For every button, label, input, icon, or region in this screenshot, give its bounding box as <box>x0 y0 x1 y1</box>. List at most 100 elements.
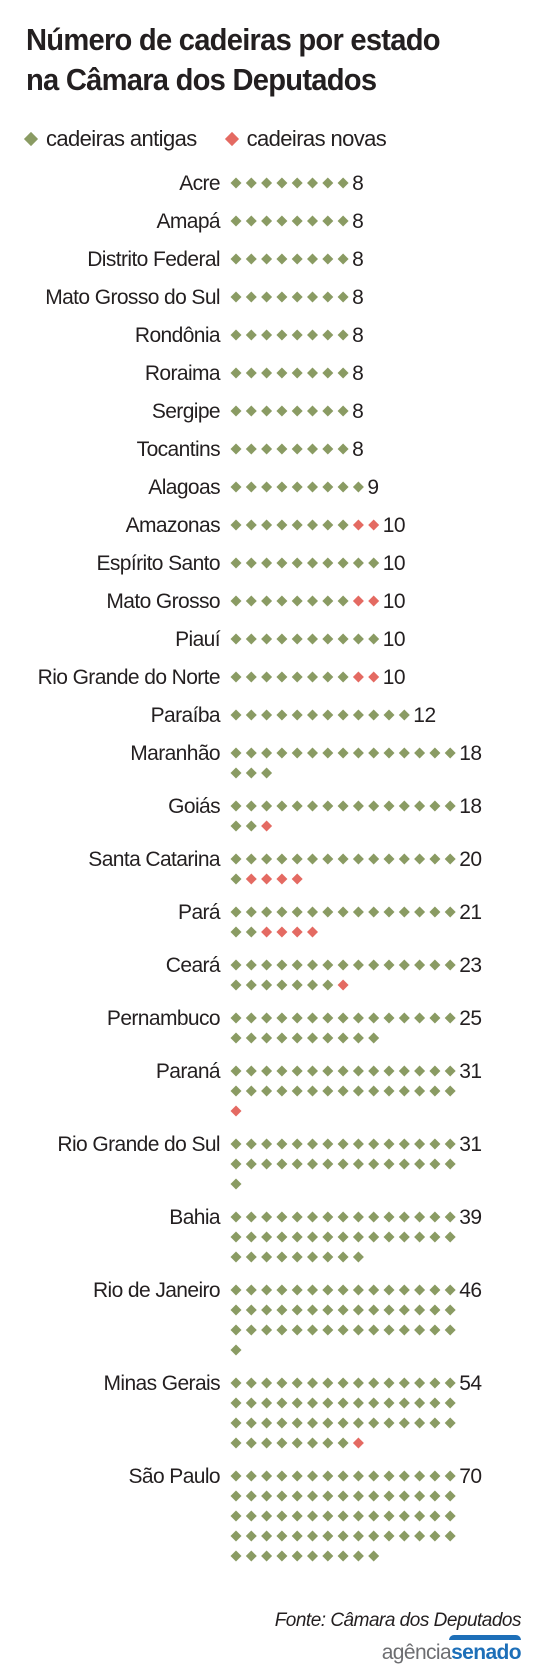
old-seat-dot <box>352 1470 364 1482</box>
old-seat-dot <box>322 1304 334 1316</box>
old-seat-dot <box>383 1417 395 1429</box>
old-seat-dot <box>444 800 456 812</box>
old-seat-dot <box>291 671 303 683</box>
old-seat-dot <box>383 709 395 721</box>
old-seat-dot <box>429 1470 441 1482</box>
old-seat-dot <box>429 1304 441 1316</box>
old-seat-dot <box>276 443 288 455</box>
old-seat-dot <box>352 1284 364 1296</box>
old-seat-dot <box>444 1231 456 1243</box>
old-seat-dot <box>414 1211 426 1223</box>
old-seat-dot <box>352 747 364 759</box>
old-seat-dot <box>291 1065 303 1077</box>
old-seat-dot <box>383 906 395 918</box>
old-seat-dot <box>261 177 273 189</box>
total-value: 31 <box>459 1133 481 1156</box>
old-seat-dot <box>307 1324 318 1336</box>
old-seat-dot <box>322 1032 334 1044</box>
chart-title: Número de cadeiras por estado na Câmara … <box>26 20 496 100</box>
total-value: 8 <box>352 362 363 385</box>
old-seat-dot <box>337 557 349 569</box>
old-seat-dot <box>276 1417 288 1429</box>
old-seat-dot <box>307 1085 318 1097</box>
new-seat-dot <box>337 979 349 991</box>
old-seat-dot <box>322 557 334 569</box>
old-seat-dot <box>414 1085 426 1097</box>
old-seat-dot <box>352 1490 364 1502</box>
old-seat-dot <box>307 215 318 227</box>
total-value: 8 <box>352 400 363 423</box>
old-seat-dot <box>337 1032 349 1044</box>
old-seat-dot <box>352 1377 364 1389</box>
old-seat-dot <box>307 291 318 303</box>
old-seat-dot <box>368 633 380 645</box>
total-value: 10 <box>383 590 405 613</box>
new-seat-dot <box>352 671 364 683</box>
old-seat-dot <box>307 367 318 379</box>
old-seat-dot <box>368 709 380 721</box>
old-seat-dot <box>444 1138 456 1150</box>
old-seat-dot <box>368 1510 380 1522</box>
old-seat-dot <box>230 253 242 265</box>
old-seat-dot <box>337 1470 349 1482</box>
old-seat-dot <box>368 1397 380 1409</box>
old-seat-dot <box>337 367 349 379</box>
old-seat-dot <box>276 959 288 971</box>
old-seat-dot <box>444 1417 456 1429</box>
old-seat-dot <box>307 800 318 812</box>
old-seat-dot <box>307 906 318 918</box>
old-seat-dot <box>414 1530 426 1542</box>
old-seat-dot <box>383 959 395 971</box>
old-seat-dot <box>230 1251 242 1263</box>
old-seat-dot <box>337 1251 349 1263</box>
old-seat-dot <box>368 1231 380 1243</box>
old-seat-dot <box>429 1377 441 1389</box>
old-seat-dot <box>276 291 288 303</box>
old-seat-dot <box>276 177 288 189</box>
old-seat-dot <box>230 1231 242 1243</box>
old-seat-dot <box>230 709 242 721</box>
old-seat-dot <box>383 1158 395 1170</box>
state-label: Amapá <box>156 210 220 233</box>
old-seat-dot <box>414 1304 426 1316</box>
state-label: Santa Catarina <box>88 848 221 871</box>
old-seat-dot <box>230 1377 242 1389</box>
old-seat-dot <box>429 1012 441 1024</box>
state-label: Amazonas <box>126 514 221 537</box>
old-seat-dot <box>414 1377 426 1389</box>
old-seat-dot <box>291 177 303 189</box>
old-seat-dot <box>230 1012 242 1024</box>
old-seat-dot <box>230 1437 242 1449</box>
old-seat-dot <box>368 1085 380 1097</box>
old-seat-dot <box>352 709 364 721</box>
old-seat-dot <box>352 1032 364 1044</box>
old-seat-dot <box>352 1550 364 1562</box>
old-seat-dot <box>444 853 456 865</box>
old-seat-dot <box>444 1490 456 1502</box>
old-seat-dot <box>230 1065 242 1077</box>
state-label: Espírito Santo <box>96 552 220 575</box>
old-seat-dot <box>307 1470 318 1482</box>
old-seat-dot <box>307 405 318 417</box>
old-seat-dot <box>429 1510 441 1522</box>
old-seat-dot <box>230 767 242 779</box>
old-seat-dot <box>444 1158 456 1170</box>
old-seat-dot <box>444 1324 456 1336</box>
old-seat-dot <box>337 481 349 493</box>
old-seat-dot <box>322 1490 334 1502</box>
old-seat-dot <box>307 747 318 759</box>
old-seat-dot <box>322 481 334 493</box>
old-seat-dot <box>322 1012 334 1024</box>
old-seat-dot <box>398 1417 410 1429</box>
old-seat-dot <box>337 595 349 607</box>
old-seat-dot <box>383 1377 395 1389</box>
old-seat-dot <box>444 747 456 759</box>
old-seat-dot <box>414 959 426 971</box>
legend-item-new: cadeiras novas <box>223 126 387 152</box>
old-seat-dot <box>398 1510 410 1522</box>
old-seat-dot <box>245 1437 257 1449</box>
old-seat-dot <box>276 405 288 417</box>
old-seat-dot <box>276 1012 288 1024</box>
old-seat-dot <box>245 519 257 531</box>
new-seat-dot <box>276 873 288 885</box>
